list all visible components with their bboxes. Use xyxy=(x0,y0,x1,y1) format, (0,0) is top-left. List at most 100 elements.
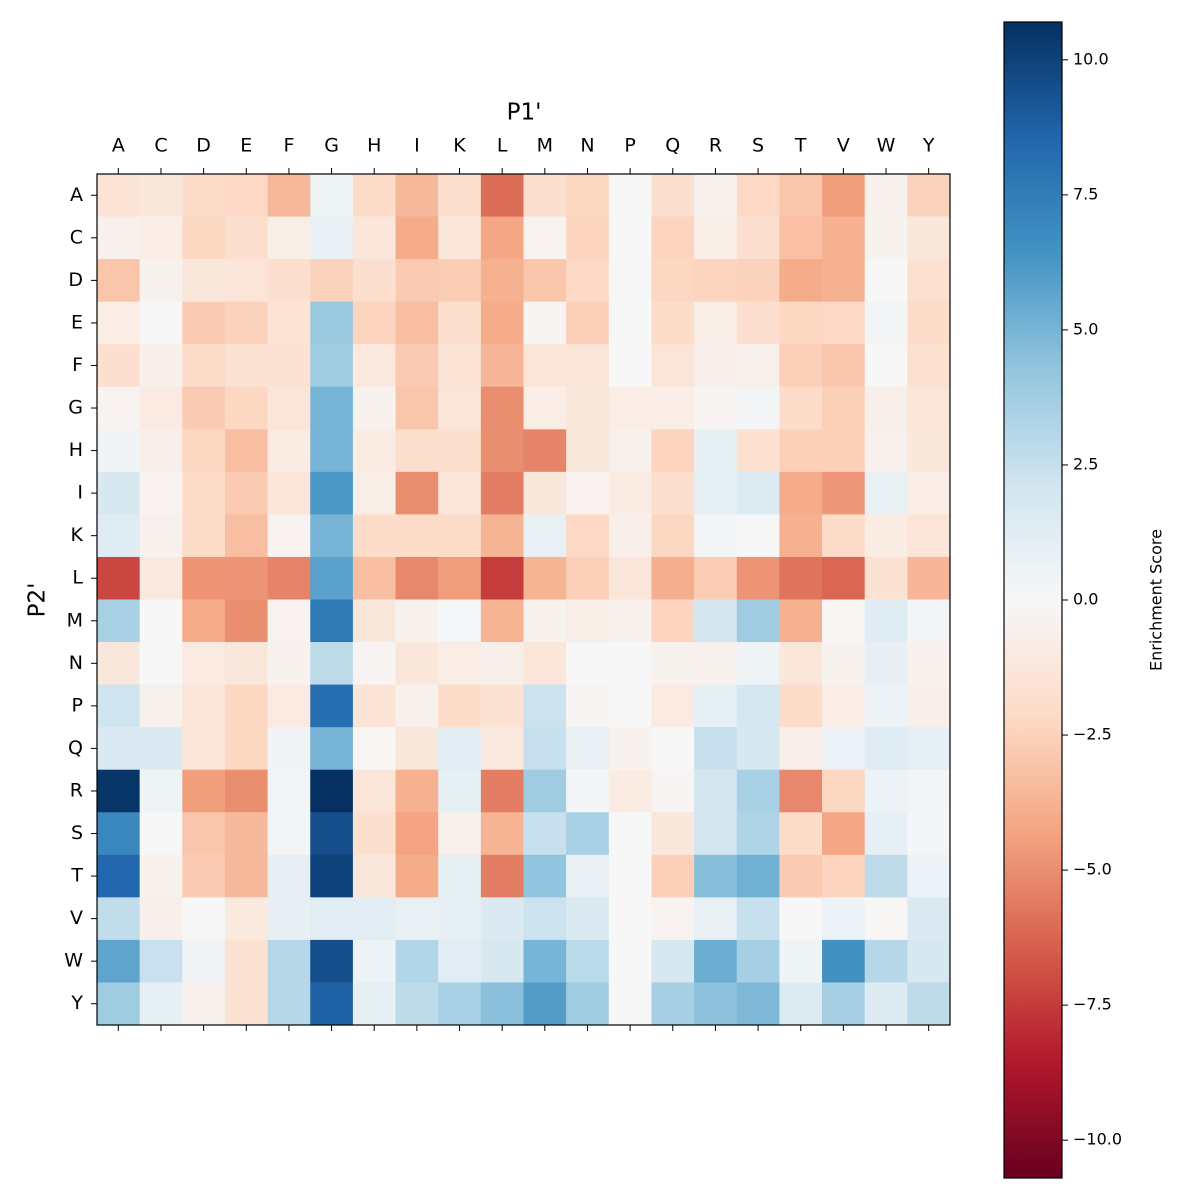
heatmap-cell xyxy=(438,769,482,813)
heatmap-cell xyxy=(97,769,141,813)
heatmap-cell xyxy=(694,344,738,388)
y-tick-label: M xyxy=(67,609,83,631)
heatmap-cell xyxy=(267,471,311,515)
heatmap-cell xyxy=(651,174,695,218)
heatmap-cell xyxy=(736,769,780,813)
heatmap-cell xyxy=(608,939,652,983)
heatmap-cell xyxy=(97,556,141,600)
heatmap-cell xyxy=(694,769,738,813)
heatmap-cell xyxy=(395,812,439,856)
heatmap-cell xyxy=(480,344,524,388)
x-tick-label: F xyxy=(283,135,294,157)
heatmap-cell xyxy=(97,514,141,558)
heatmap-cell xyxy=(182,982,226,1026)
heatmap-cell xyxy=(97,429,141,473)
heatmap-cell xyxy=(224,897,269,941)
heatmap-cell xyxy=(608,344,652,388)
heatmap-cell xyxy=(694,812,738,856)
heatmap-cell xyxy=(608,301,652,345)
y-tick-label: C xyxy=(70,226,83,248)
heatmap-cell xyxy=(267,216,311,260)
heatmap-cell xyxy=(566,684,610,728)
heatmap-cell xyxy=(694,301,738,345)
heatmap-cell xyxy=(97,939,141,983)
heatmap-cell xyxy=(907,642,951,686)
heatmap-cell xyxy=(907,174,951,218)
heatmap-cell xyxy=(864,642,908,686)
colorbar-tick-label: 0.0 xyxy=(1073,590,1098,609)
heatmap-cell xyxy=(97,642,141,686)
heatmap-cell xyxy=(480,301,524,345)
heatmap-cell xyxy=(523,174,567,218)
heatmap-cell xyxy=(224,599,269,643)
heatmap-cell xyxy=(438,471,482,515)
heatmap-cell xyxy=(736,599,780,643)
heatmap-cell xyxy=(267,301,311,345)
heatmap-cell xyxy=(182,471,226,515)
heatmap-cell xyxy=(694,939,738,983)
heatmap-cell xyxy=(395,982,439,1026)
heatmap-cell xyxy=(97,301,141,345)
heatmap-cell xyxy=(267,599,311,643)
heatmap-cell xyxy=(182,599,226,643)
colorbar-label: Enrichment Score xyxy=(1147,529,1166,671)
heatmap-cell xyxy=(864,727,908,771)
x-tick-label: M xyxy=(537,135,553,157)
heatmap-cell xyxy=(907,514,951,558)
heatmap-cell xyxy=(310,556,354,600)
heatmap-cell xyxy=(694,727,738,771)
colorbar-tick-label: 5.0 xyxy=(1073,319,1098,338)
heatmap-cell xyxy=(224,301,269,345)
heatmap-cell xyxy=(907,727,951,771)
heatmap-cell xyxy=(694,897,738,941)
colorbar xyxy=(1003,21,1063,1179)
x-tick-label: D xyxy=(196,135,211,157)
x-tick-label: P xyxy=(624,135,635,157)
heatmap-cell xyxy=(779,471,823,515)
heatmap-cell xyxy=(139,471,183,515)
heatmap-cell xyxy=(608,812,652,856)
heatmap-cell xyxy=(566,556,610,600)
heatmap-cell xyxy=(822,429,866,473)
heatmap-cell xyxy=(139,216,183,260)
heatmap-cell xyxy=(310,429,354,473)
heatmap-cell xyxy=(694,982,738,1026)
heatmap-cell xyxy=(267,684,311,728)
heatmap-cell xyxy=(182,727,226,771)
heatmap-cell xyxy=(907,684,951,728)
heatmap-cell xyxy=(395,727,439,771)
heatmap-cell xyxy=(566,854,610,898)
y-tick-label: Y xyxy=(70,992,83,1014)
heatmap-cell xyxy=(779,982,823,1026)
heatmap-cell xyxy=(267,812,311,856)
x-tick-label: C xyxy=(154,135,167,157)
heatmap-cell xyxy=(438,344,482,388)
heatmap-cell xyxy=(694,854,738,898)
colorbar-tick-label: −2.5 xyxy=(1073,725,1112,744)
y-tick-label: A xyxy=(70,184,83,206)
heatmap-cell xyxy=(139,174,183,218)
heatmap-cell xyxy=(523,727,567,771)
heatmap-cell xyxy=(864,982,908,1026)
heatmap-cell xyxy=(480,939,524,983)
heatmap-cell xyxy=(97,854,141,898)
heatmap-cell xyxy=(736,301,780,345)
heatmap-cell xyxy=(182,897,226,941)
heatmap-cell xyxy=(310,897,354,941)
y-tick-label: W xyxy=(64,950,83,972)
heatmap-cell xyxy=(480,599,524,643)
heatmap-cell xyxy=(523,599,567,643)
heatmap-cell xyxy=(97,684,141,728)
x-tick-label: T xyxy=(794,135,807,157)
heatmap-cell xyxy=(864,429,908,473)
heatmap-cell xyxy=(310,939,354,983)
x-tick-label: V xyxy=(837,135,850,157)
heatmap-cell xyxy=(352,174,397,218)
heatmap-cell xyxy=(352,429,397,473)
heatmap-cell xyxy=(736,812,780,856)
x-tick-label: H xyxy=(367,135,381,157)
heatmap-cell xyxy=(267,727,311,771)
heatmap-cell xyxy=(352,216,397,260)
heatmap-cell xyxy=(608,854,652,898)
